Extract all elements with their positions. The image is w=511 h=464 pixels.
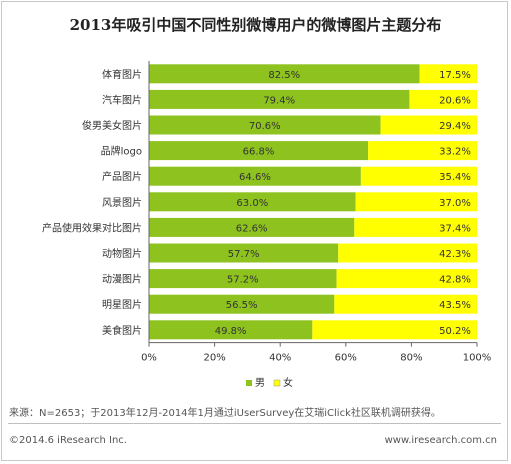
bar-female (409, 89, 477, 109)
bar-male (149, 243, 339, 263)
value-label-female: 42.3% (439, 249, 471, 260)
value-label-male: 70.6% (249, 121, 281, 132)
x-tick-label: 100% (463, 353, 492, 364)
bar-female (360, 166, 477, 186)
chart-title: 2013年吸引中国不同性别微博用户的微博图片主题分布 (69, 16, 442, 34)
category-label: 品牌logo (101, 145, 142, 158)
bar-male (149, 192, 356, 212)
legend-swatch-male (246, 380, 252, 386)
value-label-female: 37.0% (439, 198, 471, 209)
x-tick-label: 60% (335, 353, 357, 364)
category-label: 动漫图片 (102, 273, 142, 286)
value-label-male: 49.8% (215, 326, 247, 337)
category-label: 动物图片 (102, 247, 142, 260)
source-note: 来源：N=2653；于2013年12月-2014年1月通过iUserSurvey… (9, 408, 441, 419)
category-label: 明星图片 (102, 298, 142, 311)
value-label-male: 57.2% (227, 275, 259, 286)
x-tick-label: 20% (203, 353, 225, 364)
legend-swatch-female (273, 379, 281, 387)
footer-divider (8, 423, 501, 424)
legend-label-female: 女 (283, 376, 293, 389)
bar-female (336, 269, 477, 289)
x-tick-label: 40% (269, 353, 291, 364)
website-link[interactable]: www.iresearch.com.cn (384, 435, 497, 446)
bar-male (149, 320, 313, 340)
category-label: 产品图片 (102, 170, 142, 183)
bar-chart: 82.5% 17.5% 体育图片 79.4% 20.6% 汽车图片 70.6% 29.4% 俊男… (42, 61, 492, 389)
bar-male (149, 115, 381, 135)
value-label-female: 37.4% (439, 223, 471, 234)
bar-male (149, 217, 355, 237)
value-label-male: 64.6% (239, 172, 271, 183)
bar-male (149, 269, 337, 289)
value-label-female: 20.6% (439, 95, 471, 106)
bar-female (368, 141, 477, 161)
value-label-male: 57.7% (228, 249, 260, 260)
bar-male (149, 294, 335, 314)
bar-female (380, 115, 477, 135)
bar-female (354, 217, 477, 237)
bar-female (419, 64, 477, 84)
category-label: 美食图片 (102, 324, 142, 337)
bar-male (149, 64, 420, 84)
bar-male (149, 166, 361, 186)
bar-female (355, 192, 477, 212)
bar-female (338, 243, 477, 263)
x-tick-label: 80% (400, 353, 422, 364)
bar-male (149, 89, 410, 109)
category-label: 风景图片 (102, 196, 142, 209)
value-label-male: 56.5% (226, 300, 258, 311)
value-label-male: 79.4% (263, 95, 295, 106)
value-label-female: 50.2% (439, 326, 471, 337)
category-label: 体育图片 (102, 68, 142, 81)
category-label: 产品使用效果对比图片 (42, 221, 142, 234)
value-label-male: 66.8% (243, 147, 275, 158)
category-label: 俊男美女图片 (82, 119, 142, 132)
value-label-female: 42.8% (439, 275, 471, 286)
bar-female (334, 294, 477, 314)
value-label-female: 29.4% (439, 121, 471, 132)
value-label-male: 82.5% (268, 70, 300, 81)
bar-female (312, 320, 477, 340)
value-label-female: 35.4% (439, 172, 471, 183)
legend-label-male: 男 (255, 377, 265, 389)
value-label-female: 43.5% (439, 300, 471, 311)
copyright-text: ©2014.6 iResearch Inc. (9, 435, 127, 446)
category-label: 汽车图片 (102, 93, 142, 106)
bar-male (149, 141, 369, 161)
x-tick-label: 0% (141, 353, 157, 364)
value-label-male: 63.0% (236, 198, 268, 209)
value-label-male: 62.6% (236, 223, 268, 234)
value-label-female: 33.2% (439, 147, 471, 158)
value-label-female: 17.5% (439, 70, 471, 81)
